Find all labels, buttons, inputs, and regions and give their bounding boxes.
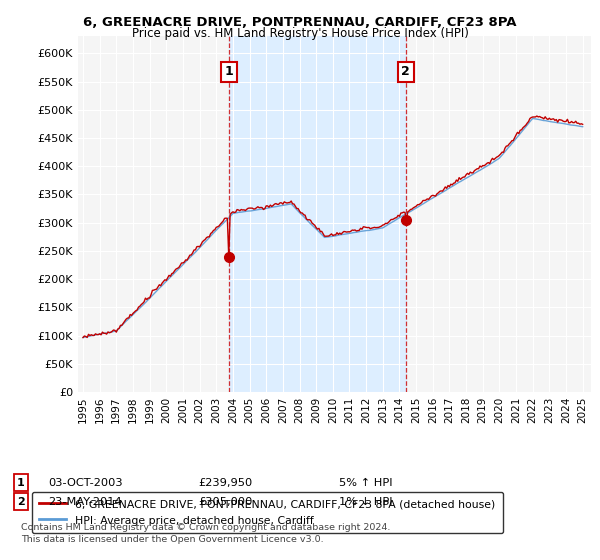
Legend: 6, GREENACRE DRIVE, PONTPRENNAU, CARDIFF, CF23 8PA (detached house), HPI: Averag: 6, GREENACRE DRIVE, PONTPRENNAU, CARDIFF… xyxy=(32,492,503,533)
Text: Contains HM Land Registry data © Crown copyright and database right 2024.
This d: Contains HM Land Registry data © Crown c… xyxy=(21,523,391,544)
Text: 2: 2 xyxy=(17,497,25,507)
Text: 23-MAY-2014: 23-MAY-2014 xyxy=(48,497,122,507)
Text: 2: 2 xyxy=(401,66,410,78)
Text: Price paid vs. HM Land Registry's House Price Index (HPI): Price paid vs. HM Land Registry's House … xyxy=(131,27,469,40)
Text: 1% ↓ HPI: 1% ↓ HPI xyxy=(339,497,392,507)
Text: 03-OCT-2003: 03-OCT-2003 xyxy=(48,478,122,488)
Text: £305,000: £305,000 xyxy=(198,497,253,507)
Text: 5% ↑ HPI: 5% ↑ HPI xyxy=(339,478,392,488)
Text: 1: 1 xyxy=(17,478,25,488)
Text: £239,950: £239,950 xyxy=(198,478,252,488)
Text: 6, GREENACRE DRIVE, PONTPRENNAU, CARDIFF, CF23 8PA: 6, GREENACRE DRIVE, PONTPRENNAU, CARDIFF… xyxy=(83,16,517,29)
Bar xyxy=(229,36,406,392)
Text: 1: 1 xyxy=(224,66,233,78)
